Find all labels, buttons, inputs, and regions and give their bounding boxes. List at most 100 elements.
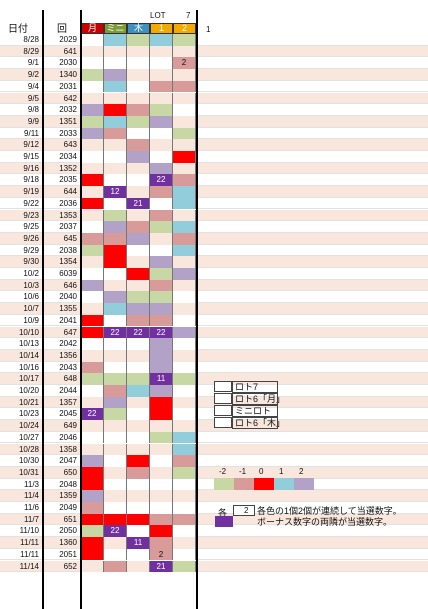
row-band <box>0 314 428 327</box>
row-cell: 22 <box>150 326 173 339</box>
row-cell <box>81 537 104 549</box>
row-cell <box>127 291 150 304</box>
row-cell <box>173 326 196 339</box>
row-round: 652 <box>63 561 77 571</box>
row-cell <box>81 104 104 116</box>
row-cell: 22 <box>127 326 150 339</box>
row-cell <box>150 151 173 163</box>
row-cell <box>150 361 173 374</box>
row-round: 2037 <box>59 222 77 232</box>
legend-item-label: ロト7 <box>235 382 259 392</box>
row-cell <box>81 92 104 105</box>
row-cell <box>127 431 150 444</box>
row-cell <box>127 45 150 58</box>
row-date: 10/20 <box>18 386 39 395</box>
row-cell <box>104 45 127 58</box>
row-cell <box>81 80 104 93</box>
row-cell <box>127 455 150 467</box>
legend-swatch <box>214 381 232 392</box>
row-date: 9/8 <box>27 105 39 115</box>
row-band <box>0 443 428 456</box>
row-cell <box>150 349 173 362</box>
row-band <box>0 34 428 46</box>
row-cell <box>127 34 150 46</box>
header-col-2: ミニ <box>104 23 127 34</box>
row-date: 10/17 <box>18 374 39 384</box>
row-cell <box>81 349 104 362</box>
row-cell <box>150 303 173 315</box>
row-cell <box>173 80 196 93</box>
row-band <box>0 139 428 151</box>
row-cell <box>150 478 173 491</box>
row-cell <box>173 268 196 280</box>
row-cell <box>127 314 150 327</box>
row-band <box>0 525 428 538</box>
row-date: 11/10 <box>19 526 39 536</box>
row-date: 10/7 <box>23 304 39 314</box>
row-cell <box>104 115 127 128</box>
row-band <box>0 244 428 257</box>
row-round: 646 <box>63 280 77 290</box>
row-cell <box>150 69 173 81</box>
row-round: 2048 <box>59 479 77 489</box>
row-cell <box>81 338 104 350</box>
row-round: 2030 <box>59 58 77 68</box>
row-cell <box>81 244 104 257</box>
row-cell <box>173 349 196 362</box>
row-cell <box>127 80 150 93</box>
row-round: 2040 <box>59 292 77 302</box>
row-cell <box>150 57 173 70</box>
row-cell <box>150 80 173 93</box>
row-date: 11/7 <box>24 514 39 524</box>
row-cell <box>150 244 173 257</box>
row-round: 2051 <box>59 549 77 559</box>
row-cell <box>127 279 150 292</box>
row-band <box>0 455 428 467</box>
row-date: 10/14 <box>18 350 39 360</box>
row-cell <box>127 221 150 233</box>
row-round: 650 <box>63 467 77 477</box>
row-cell <box>81 115 104 128</box>
row-round: 1356 <box>59 350 77 360</box>
header-col-5: 2 <box>173 23 196 34</box>
row-cell <box>173 338 196 350</box>
row-cell <box>104 268 127 280</box>
row-cell <box>127 420 150 432</box>
row-cell <box>104 548 127 561</box>
row-cell <box>104 92 127 105</box>
row-cell <box>150 443 173 456</box>
row-cell <box>81 560 104 573</box>
row-cell <box>81 69 104 81</box>
scale-swatch <box>234 478 254 490</box>
row-cell <box>81 209 104 222</box>
row-cell <box>150 115 173 128</box>
row-band <box>0 502 428 514</box>
row-cell <box>173 151 196 163</box>
legend-item-frame <box>232 405 278 417</box>
row-round: 641 <box>63 46 77 56</box>
row-cell <box>127 338 150 350</box>
note-number-box <box>233 505 255 516</box>
row-date: 9/19 <box>23 187 39 197</box>
column-separator <box>42 10 44 609</box>
row-round: 643 <box>63 140 77 150</box>
row-round: 1352 <box>59 163 77 173</box>
row-band <box>0 151 428 163</box>
row-date: 10/9 <box>23 315 39 325</box>
note-prefix: 各 <box>218 508 228 518</box>
row-cell <box>104 80 127 93</box>
row-cell <box>81 279 104 292</box>
row-band <box>0 197 428 210</box>
row-cell <box>104 349 127 362</box>
header-lot: LOT <box>150 11 166 20</box>
row-cell <box>81 466 104 479</box>
row-band <box>0 513 428 526</box>
row-cell <box>127 443 150 456</box>
row-round: 1360 <box>59 538 77 548</box>
row-cell <box>81 525 104 538</box>
row-round: 644 <box>63 187 77 197</box>
header-top-right: 7 <box>186 11 191 20</box>
legend-swatch <box>214 405 232 416</box>
row-date: 9/1 <box>27 58 39 68</box>
